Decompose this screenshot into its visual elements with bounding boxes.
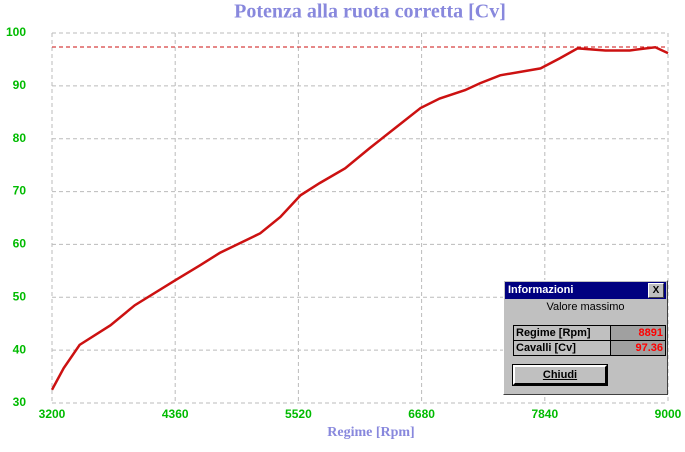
x-tick-label: 9000: [655, 407, 682, 421]
x-tick-label: 6680: [408, 407, 435, 421]
info-dialog: Informazioni X Valore massimo Regime [Rpm…: [503, 280, 668, 395]
y-tick-label: 60: [13, 237, 27, 251]
y-tick-label: 80: [13, 131, 27, 145]
row-label: Regime [Rpm]: [513, 325, 611, 341]
row-value: 8891: [610, 325, 666, 341]
x-tick-label: 7840: [531, 407, 558, 421]
y-tick-label: 50: [13, 289, 27, 303]
x-tick-label: 4360: [162, 407, 189, 421]
chart-title: Potenza alla ruota corretta [Cv]: [234, 1, 506, 23]
dialog-titlebar: Informazioni X: [505, 282, 666, 299]
row-value: 97.36: [610, 340, 666, 356]
dialog-title: Informazioni: [508, 284, 574, 296]
row-label: Cavalli [Cv]: [513, 340, 611, 356]
x-tick-label: 3200: [39, 407, 66, 421]
y-tick-label: 40: [13, 342, 27, 356]
y-tick-label: 100: [6, 25, 26, 39]
x-tick-label: 5520: [285, 407, 312, 421]
y-tick-label: 30: [13, 395, 27, 409]
info-table: Regime [Rpm] 8891 Cavalli [Cv] 97.36: [513, 325, 666, 356]
y-tick-label: 90: [13, 78, 27, 92]
y-tick-label: 70: [13, 184, 27, 198]
dialog-subtitle: Valore massimo: [546, 301, 625, 313]
close-button[interactable]: X: [648, 283, 664, 298]
power-curve: [50, 45, 669, 391]
close-dialog-button[interactable]: Chiudi: [512, 364, 608, 386]
x-axis-label: Regime [Rpm]: [327, 425, 414, 440]
